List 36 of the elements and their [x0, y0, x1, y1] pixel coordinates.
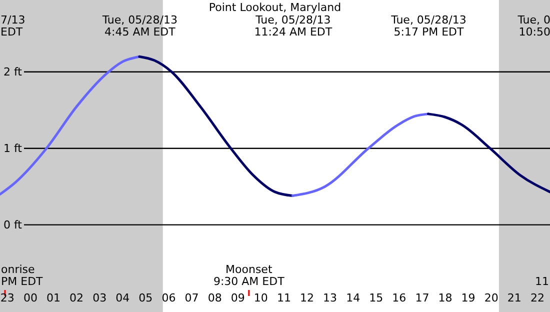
- x-tick-label: 14: [346, 292, 360, 304]
- y-tick-label: 2 ft: [4, 65, 23, 78]
- x-tick-label: 12: [300, 292, 314, 304]
- x-tick-label: 00: [23, 292, 38, 304]
- x-tick-label: 18: [438, 292, 452, 304]
- x-tick-label: 19: [461, 292, 476, 304]
- x-tick-label: 05: [138, 292, 153, 304]
- x2-tick-label: Tue, 05/28/13 11:24 AM EDT: [254, 14, 332, 38]
- x-tick-label: 13: [323, 292, 338, 304]
- x-tick-label: 11: [276, 292, 291, 304]
- x2-tick-label: 7/13 EDT: [0, 14, 26, 38]
- annotation: 11: [535, 275, 549, 288]
- x-tick-label: 07: [184, 292, 199, 304]
- ref-line-label: Moonset 9:30 AM EDT: [213, 263, 285, 288]
- x-tick-label: 21: [507, 292, 522, 304]
- x-tick-label: 08: [208, 292, 222, 304]
- x2-tick-label: Tue, 0 10:50: [516, 14, 550, 38]
- x-tick-label: 02: [70, 292, 84, 304]
- x2-tick-label: Tue, 05/28/13 4:45 AM EDT: [101, 14, 178, 38]
- x-tick-label: 04: [116, 292, 130, 304]
- x-tick-label: 01: [46, 292, 61, 304]
- y-tick-label: 0 ft: [4, 218, 23, 232]
- x-tick-label: 10: [254, 292, 268, 304]
- x-tick-label: 17: [415, 292, 430, 304]
- x-tick-label: 16: [392, 292, 406, 304]
- x-tick-label: 22: [530, 292, 544, 304]
- x-tick-label: 15: [369, 292, 384, 304]
- x-tick-label: 23: [0, 292, 14, 304]
- x2-tick-label: Tue, 05/28/13 5:17 PM EDT: [390, 14, 466, 38]
- ref-line-label: onrise PM EDT: [1, 263, 44, 288]
- x-tick-label: 03: [92, 292, 107, 304]
- x-tick-label: 20: [484, 292, 498, 304]
- x-tick-label: 06: [162, 292, 176, 304]
- chart-title: Point Lookout, Maryland: [208, 1, 342, 14]
- y-tick-label: 1 ft: [4, 142, 23, 155]
- x-tick-label: 09: [230, 292, 245, 304]
